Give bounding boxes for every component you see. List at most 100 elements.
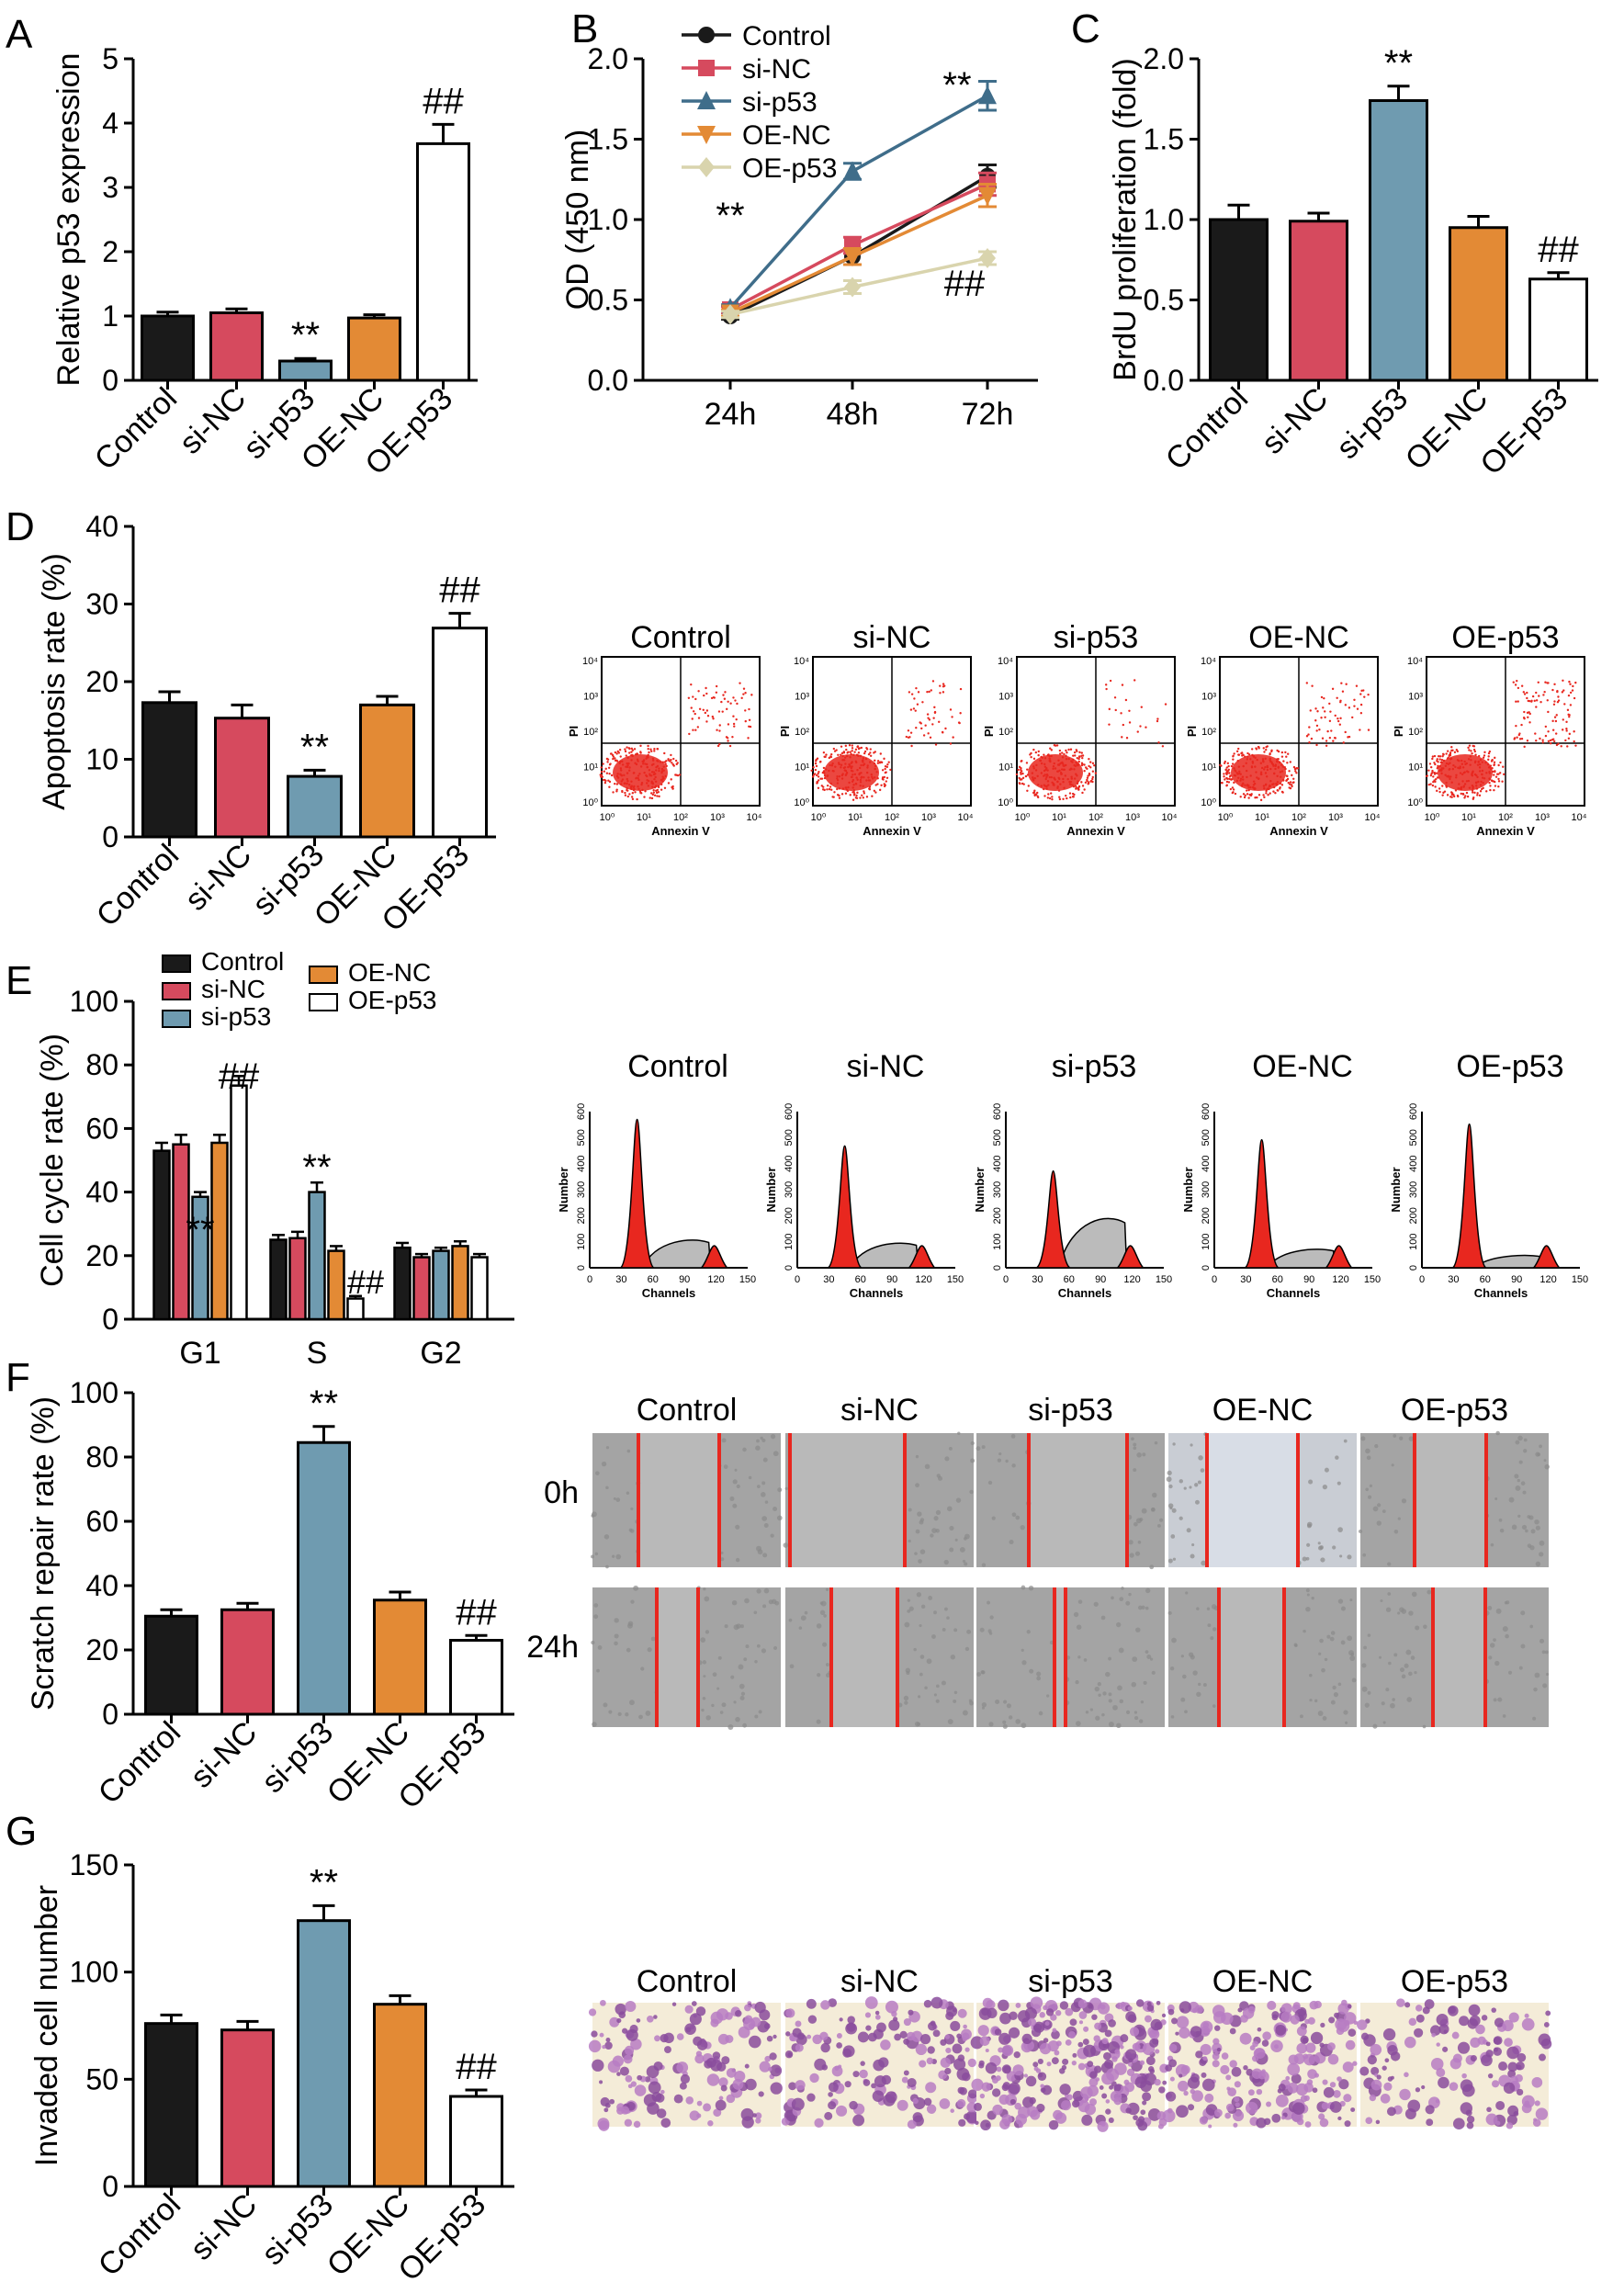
dot [1289,781,1292,784]
x-tick-label: 30 [1032,1274,1043,1285]
dot [1502,765,1505,768]
cell-speck [776,1515,783,1521]
dot [664,762,667,765]
dot [1269,757,1272,761]
stained-cell [1009,2027,1021,2039]
dot [1311,684,1314,687]
dot [1235,750,1239,753]
stained-cell [1438,2076,1449,2089]
scratch-image-si-p53-0h [976,1433,1165,1570]
stained-cell [1257,2027,1262,2032]
dot [606,761,609,763]
dot [1279,787,1281,790]
cell-speck [1028,1585,1034,1591]
x-tick-label: 10³ [921,812,936,823]
stained-cell [1493,2036,1503,2046]
cell-speck [957,1431,961,1435]
dot [829,763,831,767]
dot [1355,684,1359,687]
dot [1462,771,1466,774]
dot [1528,721,1531,724]
dot [729,702,732,705]
stained-cell [715,2099,727,2111]
dot [748,725,750,728]
dot [1062,777,1065,781]
dot [1279,771,1282,774]
image-column-title: Control [637,1964,738,1999]
dot [870,773,873,776]
cell-speck [640,1666,645,1671]
stained-cell [828,1998,838,2007]
cell-speck [1306,1542,1311,1547]
dot [1562,679,1564,683]
y-tick-label: 80 [85,1440,118,1474]
dot [1061,756,1065,759]
dot [1223,762,1226,764]
stained-cell [676,2061,689,2073]
dot [1076,756,1078,760]
stained-cell [806,1998,817,2009]
dot [859,796,862,799]
stained-cell [602,2044,606,2050]
dot [702,708,705,711]
y-tick-label: 300 [576,1181,587,1198]
dot [615,752,618,755]
dot [1050,775,1053,779]
stained-cell [838,2064,842,2069]
dot [1227,764,1230,768]
dot [869,754,873,758]
cell-speck [1329,1636,1335,1642]
dot [1330,729,1333,732]
y-axis-label: PI [1185,726,1199,737]
dot [1254,796,1257,799]
stained-cell [1461,2084,1475,2097]
dot [1280,775,1282,778]
dot [1246,751,1249,755]
cell-speck [611,1554,615,1558]
dot [624,750,627,753]
stained-cell [996,2066,1002,2073]
scratch-gap [1433,1587,1485,1727]
dot [882,778,885,781]
dot [1289,761,1292,763]
stained-cell [1300,2035,1309,2044]
dot [1266,766,1269,769]
dot [1026,774,1030,776]
stained-cell [820,2042,830,2053]
stained-cell [1162,2080,1167,2085]
cell-speck [1320,1557,1325,1563]
dot [615,774,619,778]
dot [886,762,889,766]
dot [817,779,820,782]
stained-cell [1263,2118,1271,2126]
dot [671,785,674,788]
dot [612,757,615,761]
stained-cell [908,2009,914,2016]
stained-cell [664,2046,671,2054]
dot [1431,784,1435,787]
dot [1528,712,1531,716]
dot [645,782,648,785]
dot [1252,784,1256,786]
dot [1363,695,1366,698]
dot [1292,777,1295,781]
cell-speck [720,1551,724,1554]
dot [951,716,953,718]
cell-speck [1156,1524,1161,1528]
stained-cell [1077,1999,1088,2009]
y-tick-label: 100 [1408,1233,1419,1249]
cell-speck [919,1655,925,1659]
flow-cytometry-row: Control10⁰10⁰10¹10¹10²10²10³10³10⁴10⁴Ann… [567,620,1587,838]
cell-speck [614,1633,619,1639]
stained-cell [982,1997,993,2008]
dot [1156,717,1159,720]
stained-cell [1101,2038,1109,2045]
dot [1077,755,1081,758]
dot [1225,776,1228,780]
stained-cell [1095,2077,1100,2082]
stained-cell [1321,2102,1329,2110]
dot [736,702,739,706]
cell-speck [1539,1540,1545,1546]
dot [1427,769,1430,772]
dot [1121,683,1124,686]
